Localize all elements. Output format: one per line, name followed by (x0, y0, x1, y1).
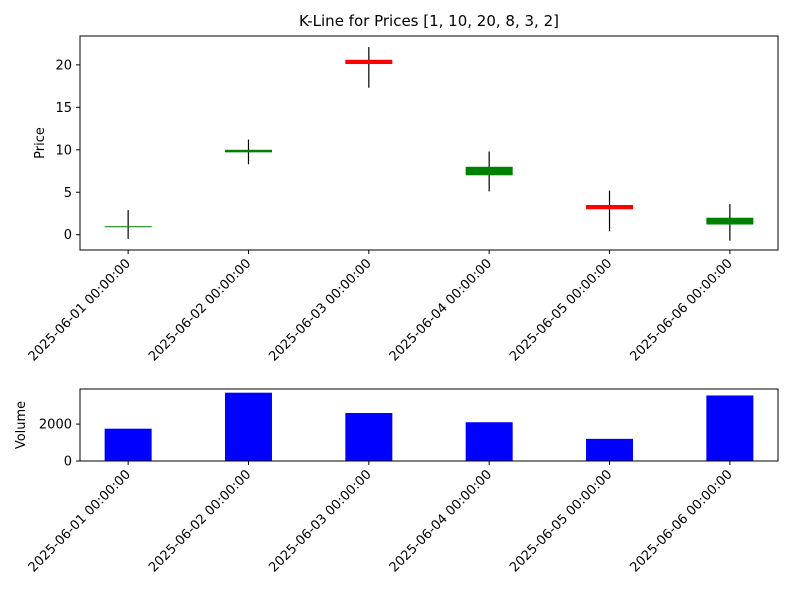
price-y-axis-label: Price (33, 127, 48, 159)
price-y-tick-label: 0 (64, 228, 72, 243)
volume-y-ticks: 0 2000 (39, 418, 80, 470)
volume-bar (345, 413, 393, 461)
volume-y-axis-label: Volume (14, 401, 29, 449)
chart-title: K-Line for Prices [1, 10, 20, 8, 3, 2] (299, 12, 559, 30)
volume-bar (706, 395, 754, 461)
candle-body (586, 204, 634, 210)
price-y-tick-label: 20 (55, 58, 72, 73)
candle-body (224, 149, 272, 153)
candle-body (465, 166, 513, 176)
volume-axes-frame (79, 388, 779, 462)
volume-bar (586, 438, 634, 461)
volume-bar (465, 422, 513, 461)
candle-body (345, 59, 393, 65)
price-y-tick-label: 10 (55, 143, 72, 158)
price-y-tick-label: 5 (64, 186, 72, 201)
volume-bar (224, 392, 272, 461)
candle-body (706, 217, 754, 225)
price-axes-frame (79, 35, 779, 251)
volume-marks (104, 392, 754, 461)
volume-y-tick-label: 2000 (39, 418, 72, 433)
volume-y-tick-label: 0 (64, 455, 72, 470)
candle-body (104, 226, 152, 228)
volume-bar (104, 428, 152, 461)
price-y-ticks: 0 5 10 15 20 (55, 58, 80, 243)
price-y-tick-label: 15 (55, 101, 72, 116)
price-marks (104, 47, 754, 241)
